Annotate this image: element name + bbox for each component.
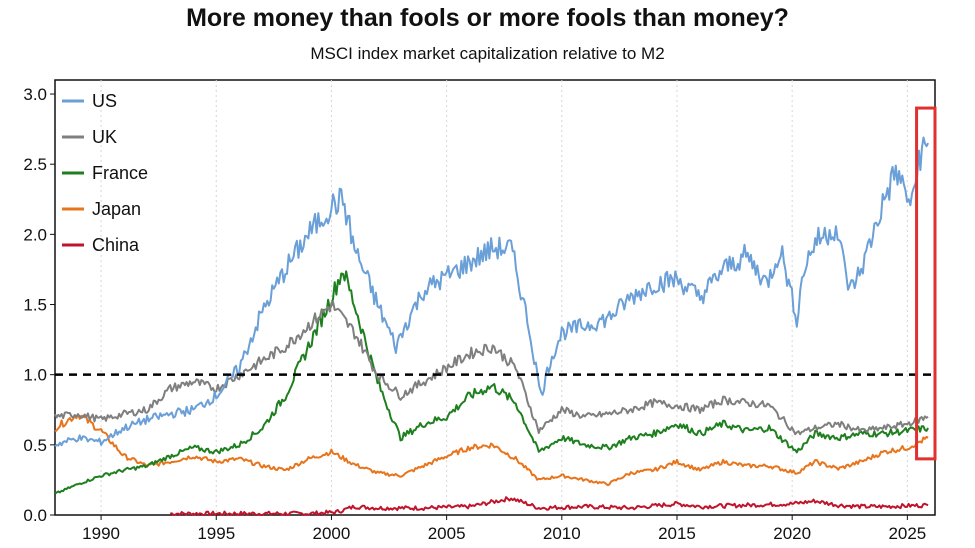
x-tick-label: 2000 [313,524,351,543]
legend-label-us: US [92,91,117,111]
x-tick-label: 2015 [658,524,696,543]
series-line-china [170,496,929,516]
chart-subtitle: MSCI index market capitalization relativ… [310,44,665,63]
series-line-japan [54,413,929,487]
x-tick-label: 2005 [428,524,466,543]
x-tick-label: 1990 [82,524,120,543]
y-tick-label: 0.0 [23,506,47,525]
x-tick-label: 2020 [773,524,811,543]
series-line-uk [54,300,929,436]
chart-title: More money than fools or more fools than… [186,4,789,32]
y-tick-label: 2.0 [23,225,47,244]
y-tick-label: 1.5 [23,296,47,315]
y-tick-label: 3.0 [23,85,47,104]
y-tick-label: 2.5 [23,155,47,174]
legend-label-uk: UK [92,127,117,147]
legend-label-japan: Japan [92,199,141,219]
highlight-box [915,106,937,461]
x-tick-label: 2010 [543,524,581,543]
legend-label-china: China [92,235,140,255]
series-line-us [54,136,930,447]
x-tick-label: 1995 [197,524,235,543]
legend-label-france: France [92,163,148,183]
x-tick-label: 2025 [888,524,926,543]
y-tick-label: 1.0 [23,366,47,385]
series-line-france [54,270,929,495]
y-tick-label: 0.5 [23,436,47,455]
